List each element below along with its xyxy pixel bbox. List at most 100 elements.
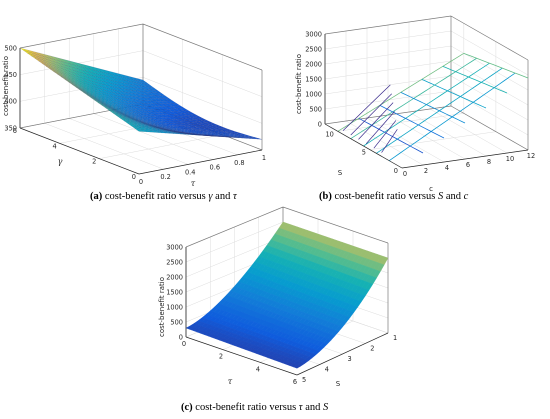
surface-cell — [72, 78, 81, 84]
surface-cell — [102, 103, 110, 108]
surface-cell — [223, 136, 232, 138]
mesh-line-back — [381, 129, 398, 153]
z-tick-label: 2500 — [305, 45, 322, 53]
surface-cell — [99, 77, 109, 83]
surface-cell — [170, 129, 179, 132]
z-tick-label: 0 — [318, 120, 322, 128]
y-tick-label: 6 — [13, 127, 17, 135]
z-tick-label: 450 — [4, 71, 17, 79]
surface-cell — [193, 132, 202, 134]
x-tick-label: 0 — [139, 178, 143, 186]
surface-cell — [190, 131, 198, 134]
z-tick-label: 0 — [179, 333, 183, 341]
surface-cell — [57, 70, 66, 76]
z-axis-label: cost-benefit ratio — [295, 54, 303, 114]
surface-cell — [119, 73, 128, 79]
surface-cell — [83, 91, 92, 97]
x-tick-label: 0 — [182, 340, 186, 348]
surface-cell — [98, 102, 106, 108]
surface-cell — [167, 128, 175, 131]
z-tick-label: 1000 — [305, 90, 322, 98]
z-tick-label: 2000 — [305, 60, 322, 68]
surface-cell — [159, 125, 168, 128]
surface-cell — [83, 88, 92, 94]
caption-a-tag: (a) — [90, 191, 103, 202]
caption-c-text: cost-benefit ratio versus — [195, 402, 297, 413]
surface-cell — [96, 85, 104, 91]
surface-cell — [166, 130, 175, 132]
caption-c-conj: and — [305, 402, 321, 413]
surface-cell — [219, 136, 228, 138]
mesh-line-back — [373, 120, 397, 149]
surface-cell — [189, 133, 198, 135]
surface-cell — [178, 132, 186, 134]
surface-cell — [193, 134, 201, 136]
caption-b-var2: c — [463, 191, 469, 202]
z-tick-label: 1500 — [305, 75, 322, 83]
surface-cell — [114, 95, 124, 101]
caption-b: (b) cost-benefit ratio versus S and c — [319, 191, 468, 202]
panel-c-surface-plot: 0 2 4 6 1 2 3 4 5 0 500 1000 1500 2000 2500 3000 τ Scost-… — [158, 206, 397, 388]
surface-cell — [166, 130, 174, 133]
caption-c: (c) cost-benefit ratio versus τ and S — [181, 402, 328, 413]
box-edge — [450, 105, 529, 151]
caption-b-text: cost-benefit ratio versus — [334, 191, 436, 202]
surface-cell — [227, 135, 236, 137]
mesh-line-back — [365, 111, 395, 145]
floor-pane — [20, 104, 262, 174]
surface-cell — [246, 136, 255, 138]
surface-cell — [103, 78, 113, 84]
surface-cell — [111, 80, 120, 86]
y-tick-label: 0 — [132, 173, 136, 181]
caption-a-var2: τ — [232, 191, 237, 202]
surface-cell — [167, 123, 176, 126]
surface-cell — [121, 113, 129, 118]
surface-cell — [65, 76, 73, 82]
y-axis-label: γ — [58, 157, 63, 166]
surface-cell — [117, 111, 126, 116]
surface-cell — [127, 123, 136, 127]
surface-cell — [65, 59, 75, 66]
box-edge — [282, 206, 389, 244]
surface-cell — [115, 75, 124, 81]
surface-cell — [109, 110, 117, 115]
x-tick-label: 0 — [403, 170, 407, 178]
surface-cell — [95, 97, 103, 102]
z-tick-label: 400 — [4, 98, 17, 106]
surface-cell — [114, 102, 123, 107]
y-tick-label: 0 — [394, 167, 398, 175]
surface-cell — [124, 116, 133, 121]
surface-cell — [27, 49, 36, 55]
caption-a-var1: γ — [208, 191, 213, 202]
surface-cell — [216, 130, 225, 133]
z-tick-label: 500 — [170, 318, 183, 326]
x-tick-label: 8 — [487, 158, 491, 166]
z-tick-label: 2500 — [166, 258, 183, 266]
back-wall-y — [143, 24, 262, 150]
mesh-line-c — [421, 78, 487, 109]
x-axis-label: τ — [228, 377, 233, 386]
surface-cell — [49, 68, 58, 74]
caption-b-var1: S — [437, 191, 444, 202]
surface-cell — [126, 107, 134, 112]
surface-cell — [132, 118, 141, 123]
surface-cell — [220, 136, 228, 137]
surface-cell — [143, 123, 152, 127]
x-tick-label: 4 — [256, 365, 260, 373]
surface-cell — [158, 131, 166, 134]
surface-cell — [103, 97, 111, 103]
x-axis-label: τ — [191, 179, 196, 188]
box-edge — [142, 23, 263, 71]
surface-cell — [182, 129, 191, 132]
surface-cell — [42, 63, 50, 69]
surface-cell — [96, 70, 105, 77]
surface-cell — [31, 55, 39, 61]
surface-cell — [220, 133, 229, 136]
surface-cell — [197, 130, 206, 133]
surface-a — [19, 47, 263, 140]
surface-cell — [99, 86, 108, 92]
surface-cell — [201, 134, 209, 136]
z-axis-label: cost-benefit ratio — [2, 56, 10, 116]
mesh-b — [337, 52, 529, 161]
surface-cell — [139, 122, 148, 126]
